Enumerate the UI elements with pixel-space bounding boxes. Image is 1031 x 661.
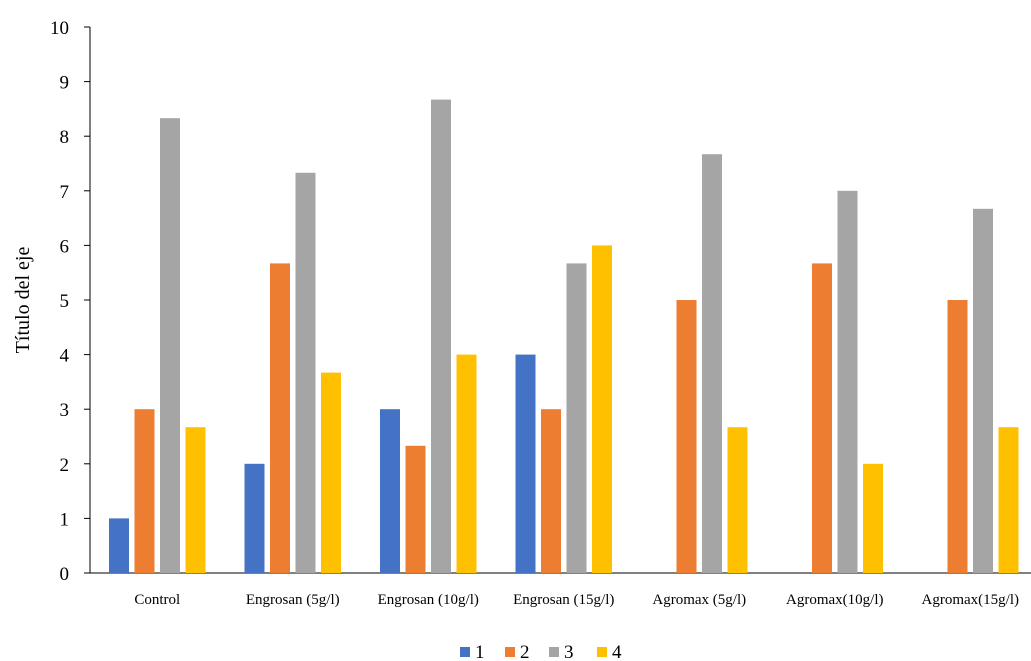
bar-2-6 bbox=[947, 300, 968, 573]
x-category-label: Engrosan (15g/l) bbox=[513, 592, 614, 608]
x-category-label: Agromax(10g/l) bbox=[786, 592, 883, 608]
x-category-label: Agromax(15g/l) bbox=[922, 592, 1019, 608]
y-tick-label: 10 bbox=[50, 18, 69, 39]
bar-4-4 bbox=[727, 427, 748, 573]
bar-1-0 bbox=[109, 518, 129, 573]
category-labels: Control Engrosan (5g/l) Engrosan (10g/l) En… bbox=[134, 592, 1019, 608]
bar-4-0 bbox=[185, 427, 206, 573]
x-category-label: Engrosan (10g/l) bbox=[378, 592, 479, 608]
bar-2-0 bbox=[134, 409, 155, 573]
legend-swatch-2 bbox=[505, 647, 515, 657]
bar-2-3 bbox=[541, 409, 561, 573]
bar-2-4 bbox=[676, 300, 697, 573]
legend-swatch-3 bbox=[549, 647, 559, 657]
y-tick-label: 2 bbox=[60, 455, 70, 476]
bar-2-2 bbox=[405, 445, 426, 573]
y-tick-label: 8 bbox=[60, 127, 70, 148]
bar-3-3 bbox=[566, 263, 587, 573]
y-tick-label: 7 bbox=[60, 182, 70, 203]
legend-label-2: 2 bbox=[520, 642, 530, 661]
y-tick-label: 4 bbox=[60, 346, 70, 367]
bar-1-2 bbox=[380, 409, 400, 573]
bar-4-2 bbox=[456, 354, 477, 573]
bar-4-1 bbox=[321, 372, 341, 573]
bar-1-3 bbox=[515, 354, 536, 573]
legend-label-1: 1 bbox=[475, 642, 485, 661]
y-tick-label: 5 bbox=[60, 291, 70, 312]
bar-3-4 bbox=[702, 154, 722, 573]
bar-3-6 bbox=[973, 208, 993, 573]
bar-3-0 bbox=[160, 118, 180, 573]
y-axis-title: Título del eje bbox=[12, 247, 34, 354]
y-tick-label: 9 bbox=[60, 73, 70, 94]
legend-label-3: 3 bbox=[564, 642, 574, 661]
legend-label-4: 4 bbox=[612, 642, 622, 661]
x-category-label: Engrosan (5g/l) bbox=[246, 592, 340, 608]
bar-2-1 bbox=[270, 263, 290, 573]
bar-3-1 bbox=[295, 172, 316, 574]
bar-4-6 bbox=[998, 427, 1019, 573]
y-tick-label: 6 bbox=[60, 236, 70, 257]
y-tick-label: 1 bbox=[60, 509, 70, 530]
legend-swatch-4 bbox=[597, 647, 607, 657]
bar-3-5 bbox=[837, 190, 858, 574]
bars-group bbox=[109, 99, 1019, 574]
bar-3-2 bbox=[431, 99, 451, 574]
bar-4-3 bbox=[592, 245, 612, 573]
y-axis: 0 1 2 3 4 5 6 7 8 9 10 bbox=[50, 18, 91, 585]
bar-4-5 bbox=[863, 463, 883, 573]
x-category-label: Agromax (5g/l) bbox=[652, 592, 746, 608]
bar-2-5 bbox=[812, 263, 832, 573]
y-tick-label: 3 bbox=[60, 400, 70, 421]
x-category-label: Control bbox=[134, 592, 180, 608]
bar-1-1 bbox=[244, 463, 265, 573]
y-tick-label: 0 bbox=[60, 564, 70, 585]
legend: 1 2 3 4 bbox=[460, 642, 622, 661]
legend-swatch-1 bbox=[460, 647, 470, 657]
